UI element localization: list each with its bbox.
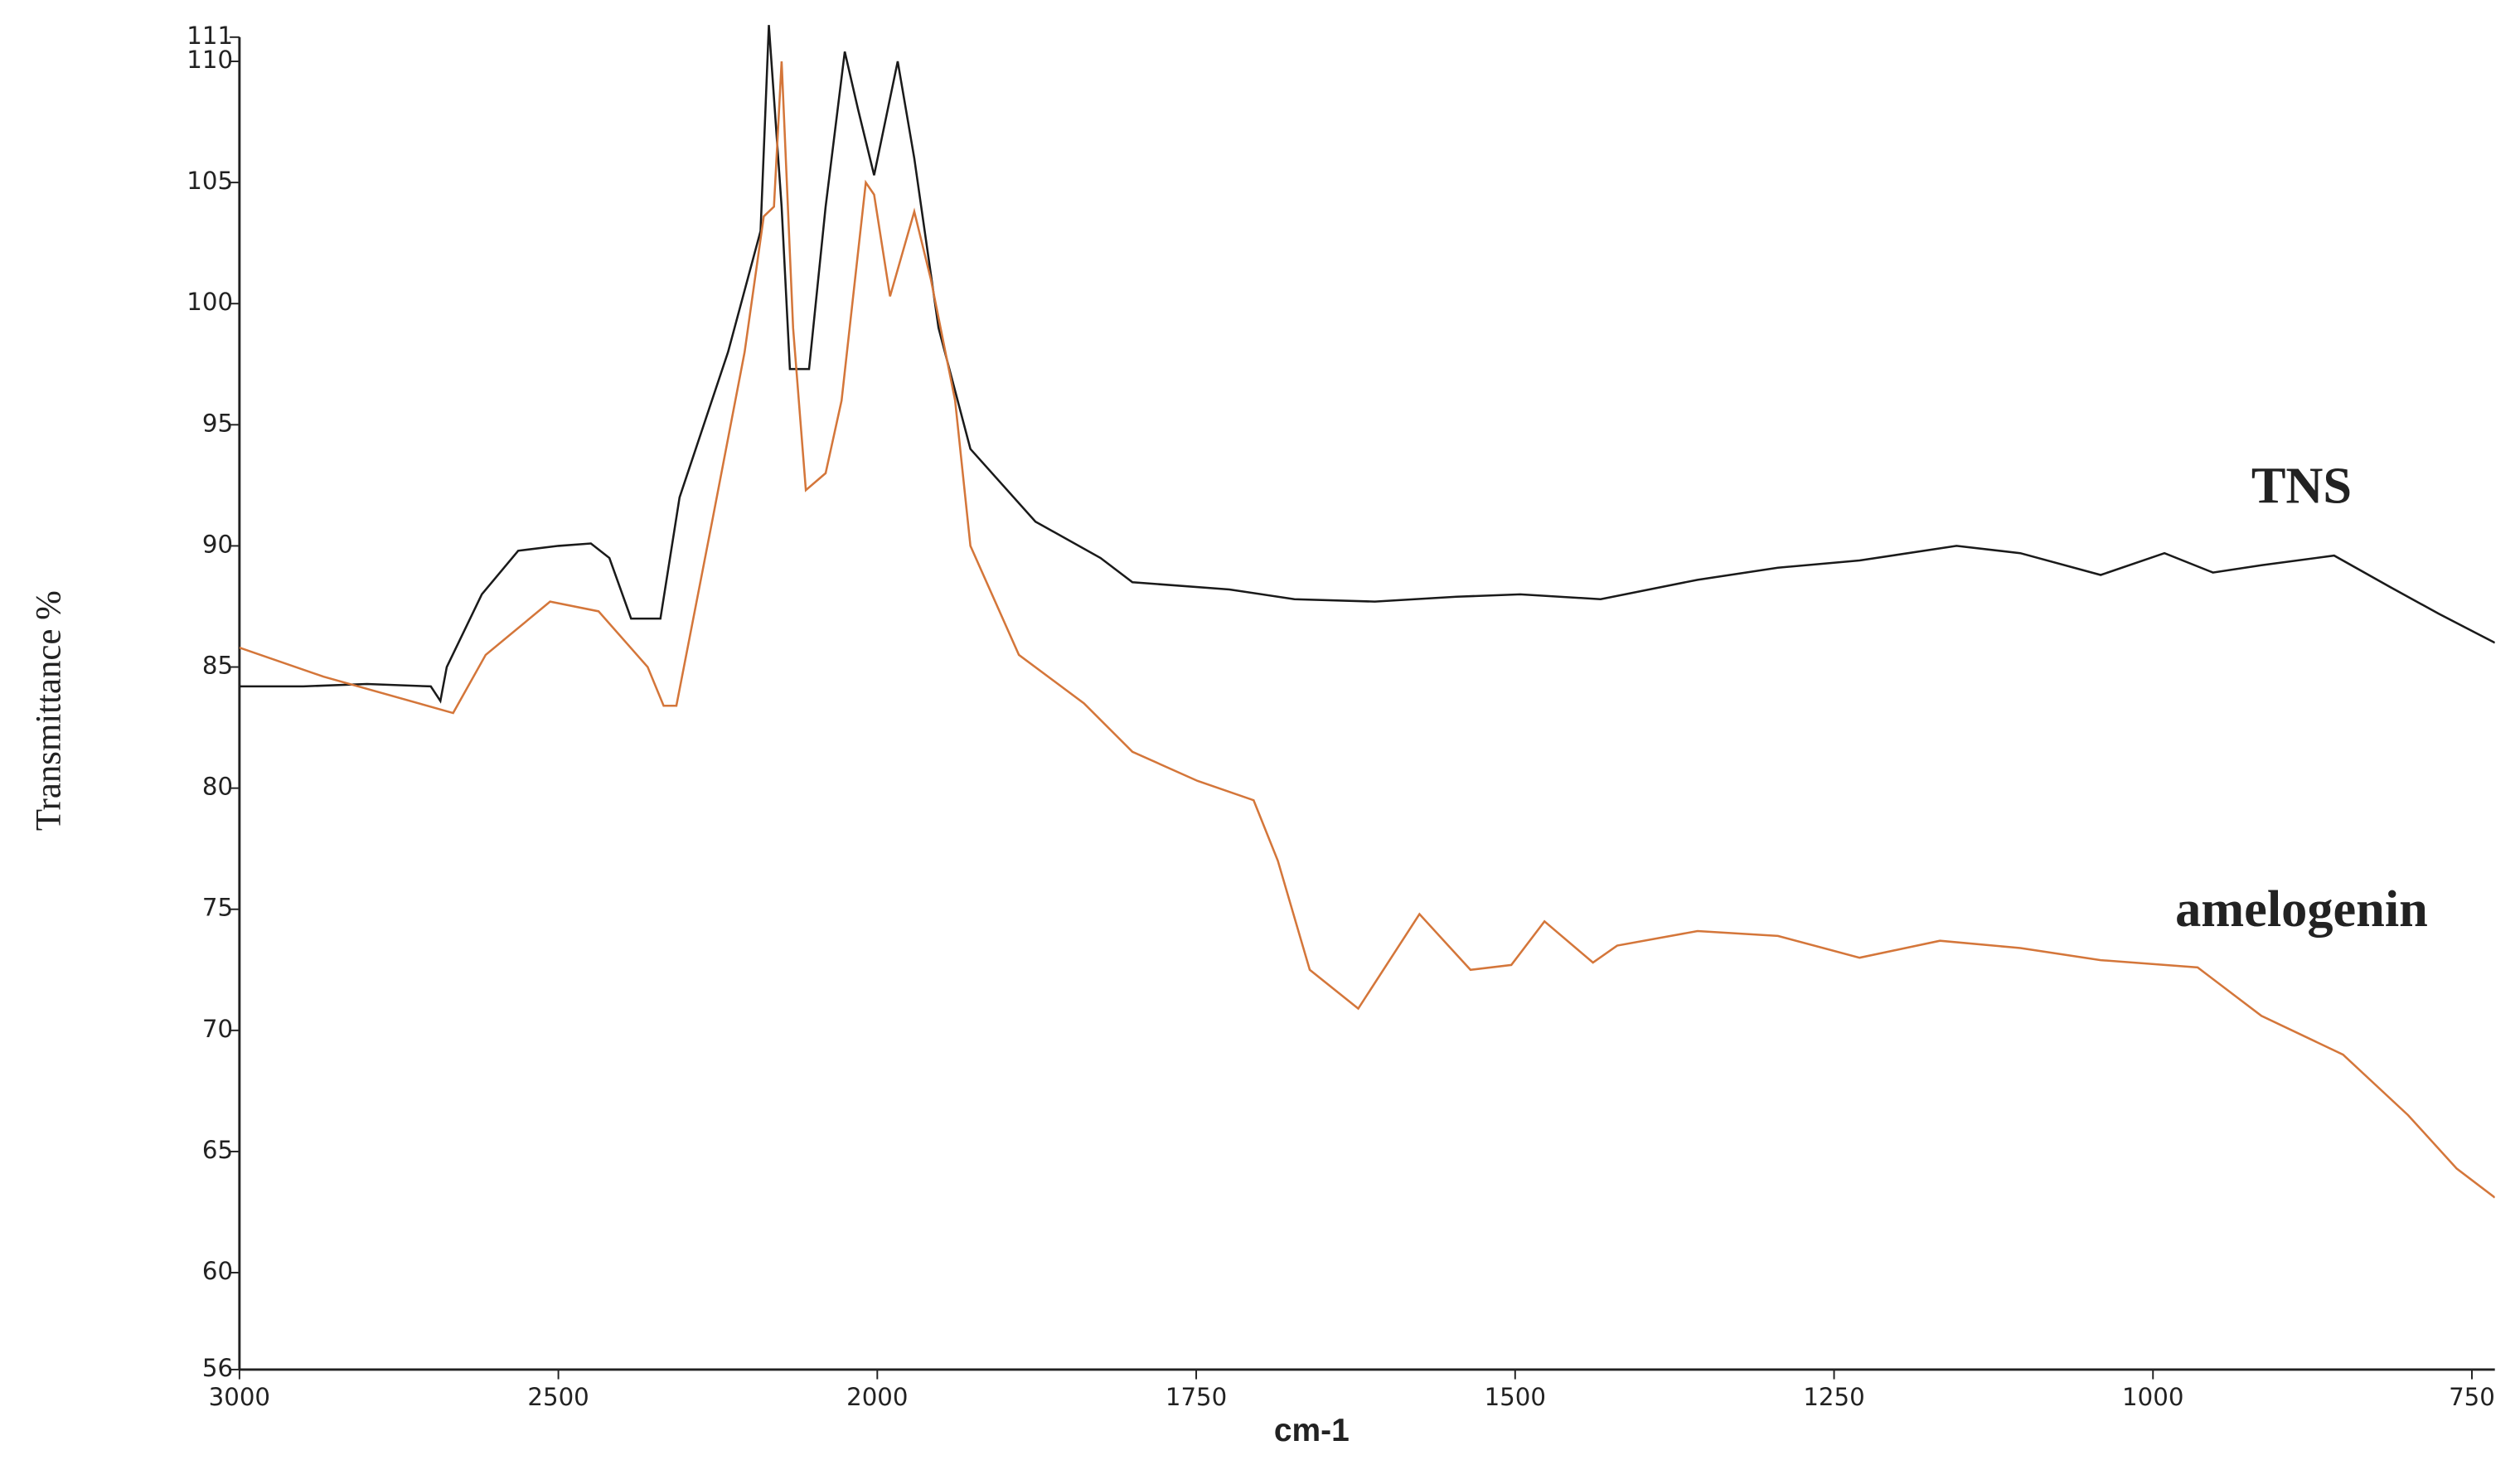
y-tick-label: 100 — [187, 288, 233, 316]
y-tick-label: 56 — [202, 1354, 233, 1382]
y-tick-label: 90 — [202, 530, 233, 558]
y-axis-label: Transmittance % — [30, 590, 69, 831]
y-tick-label: 65 — [202, 1136, 233, 1164]
y-tick-label: 70 — [202, 1015, 233, 1043]
annotation: TNS — [2251, 457, 2352, 514]
x-tick-label: 1750 — [1166, 1383, 1227, 1411]
series-line — [239, 61, 2495, 1199]
y-tick-label: 95 — [202, 409, 233, 437]
x-tick-label: 1000 — [2122, 1383, 2183, 1411]
y-tick-label: 60 — [202, 1257, 233, 1285]
annotation: amelogenin — [2175, 880, 2428, 938]
x-axis-label: cm-1 — [1274, 1413, 1350, 1448]
x-tick-label: 2000 — [846, 1383, 908, 1411]
y-tick-label: 80 — [202, 773, 233, 801]
y-tick-label: 111 — [187, 22, 233, 50]
x-tick-label: 750 — [2449, 1383, 2495, 1411]
y-tick-label: 85 — [202, 652, 233, 680]
x-tick-label: 1250 — [1803, 1383, 1864, 1411]
x-tick-label: 1500 — [1485, 1383, 1546, 1411]
y-tick-label: 110 — [187, 46, 233, 74]
x-tick-label: 2500 — [527, 1383, 589, 1411]
series-line — [239, 25, 2495, 704]
y-tick-label: 105 — [187, 167, 233, 195]
x-tick-label: 3000 — [209, 1383, 270, 1411]
y-tick-label: 75 — [202, 894, 233, 922]
